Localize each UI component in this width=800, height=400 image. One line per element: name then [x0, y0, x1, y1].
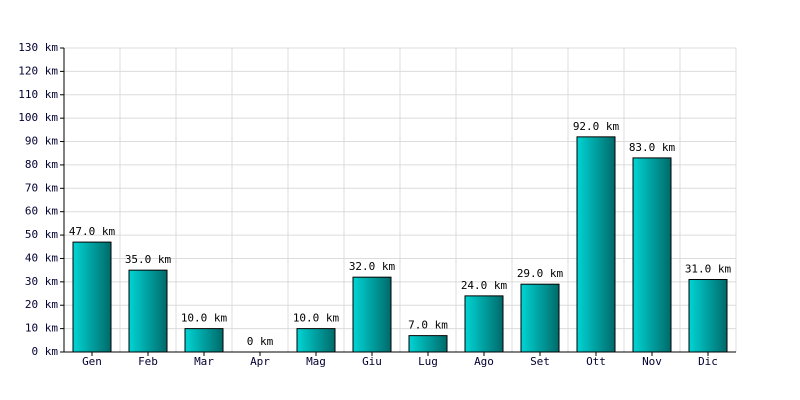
- value-label: 7.0 km: [408, 319, 448, 332]
- bar: [632, 157, 672, 353]
- x-tick-label: Lug: [418, 355, 438, 368]
- bar: [520, 283, 560, 353]
- x-tick-label: Apr: [250, 355, 270, 368]
- bar: [464, 295, 504, 353]
- y-tick-label: 20 km: [25, 298, 58, 311]
- y-tick-label: 100 km: [18, 111, 58, 124]
- bar: [688, 279, 728, 353]
- y-tick-label: 10 km: [25, 322, 58, 335]
- y-tick-label: 90 km: [25, 135, 58, 148]
- x-tick-label: Ago: [474, 355, 494, 368]
- value-label: 83.0 km: [629, 141, 676, 154]
- value-label: 24.0 km: [461, 279, 508, 292]
- value-label: 32.0 km: [349, 260, 396, 273]
- bar: [576, 136, 616, 353]
- value-label: 92.0 km: [573, 120, 620, 133]
- x-tick-label: Ott: [586, 355, 606, 368]
- bar: [408, 335, 448, 353]
- x-tick-label: Dic: [698, 355, 718, 368]
- x-tick-label: Giu: [362, 355, 382, 368]
- x-tick-label: Mag: [306, 355, 326, 368]
- bar: [128, 269, 168, 353]
- y-tick-label: 30 km: [25, 275, 58, 288]
- value-label: 47.0 km: [69, 225, 116, 238]
- x-tick-label: Set: [530, 355, 550, 368]
- y-tick-label: 40 km: [25, 251, 58, 264]
- y-tick-label: 0 km: [32, 345, 59, 358]
- x-tick-label: Feb: [138, 355, 158, 368]
- bar: [72, 241, 112, 353]
- x-tick-label: Nov: [642, 355, 662, 368]
- value-label: 31.0 km: [685, 263, 732, 276]
- value-label: 29.0 km: [517, 267, 564, 280]
- value-label: 10.0 km: [293, 312, 340, 325]
- y-tick-label: 70 km: [25, 181, 58, 194]
- y-tick-label: 110 km: [18, 88, 58, 101]
- value-label: 0 km: [247, 335, 274, 348]
- bar: [296, 328, 336, 353]
- y-tick-label: 50 km: [25, 228, 58, 241]
- y-tick-label: 60 km: [25, 205, 58, 218]
- y-tick-label: 80 km: [25, 158, 58, 171]
- x-tick-label: Mar: [194, 355, 214, 368]
- y-tick-label: 130 km: [18, 41, 58, 54]
- value-label: 10.0 km: [181, 312, 228, 325]
- y-tick-label: 120 km: [18, 64, 58, 77]
- x-tick-label: Gen: [82, 355, 102, 368]
- value-label: 35.0 km: [125, 253, 172, 266]
- bar: [184, 328, 224, 353]
- bar: [352, 276, 392, 353]
